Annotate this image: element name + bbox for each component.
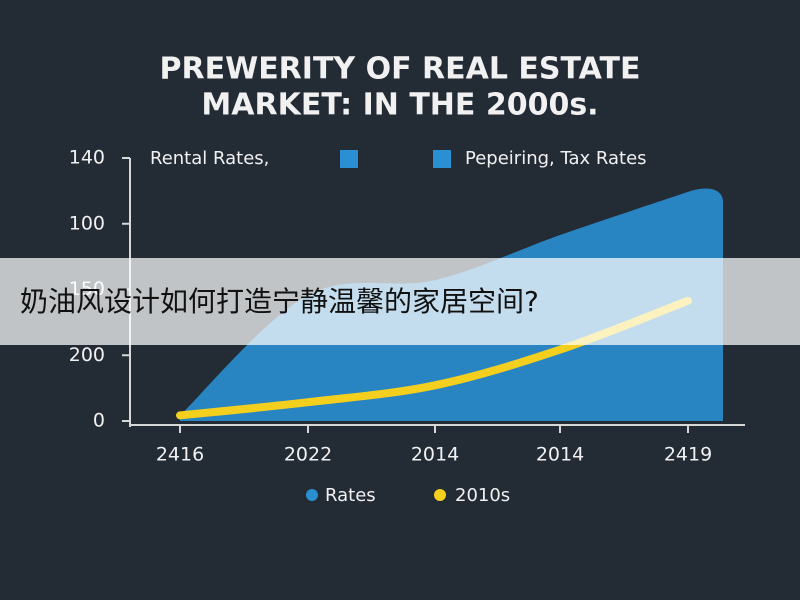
x-tick-label: 2419: [664, 444, 712, 466]
chart-title: PREWERITY OF REAL ESTATE: [160, 52, 641, 87]
legend-label: Rates: [325, 485, 376, 506]
x-tick-label: 2014: [411, 444, 459, 466]
legend-swatch: [306, 489, 318, 501]
legend-swatch: [434, 489, 446, 501]
x-tick-label: 2416: [156, 444, 204, 466]
legend-label: Pepeiring, Tax Rates: [465, 148, 647, 169]
y-tick-label: 140: [69, 147, 105, 169]
y-tick-label: 200: [69, 344, 105, 366]
legend-label: Rental Rates,: [150, 148, 269, 169]
overlay-caption: 奶油风设计如何打造宁静温馨的家居空间?: [20, 285, 539, 318]
caption-band: [0, 258, 800, 345]
x-tick-label: 2014: [536, 444, 584, 466]
y-tick-label: 100: [69, 212, 105, 234]
chart-title: MARKET: IN THE 2000s.: [201, 88, 598, 123]
legend-label: 2010s: [455, 485, 510, 506]
legend-swatch: [433, 150, 451, 168]
x-tick-label: 2022: [284, 444, 332, 466]
legend-swatch: [340, 150, 358, 168]
y-tick-label: 0: [93, 410, 105, 432]
